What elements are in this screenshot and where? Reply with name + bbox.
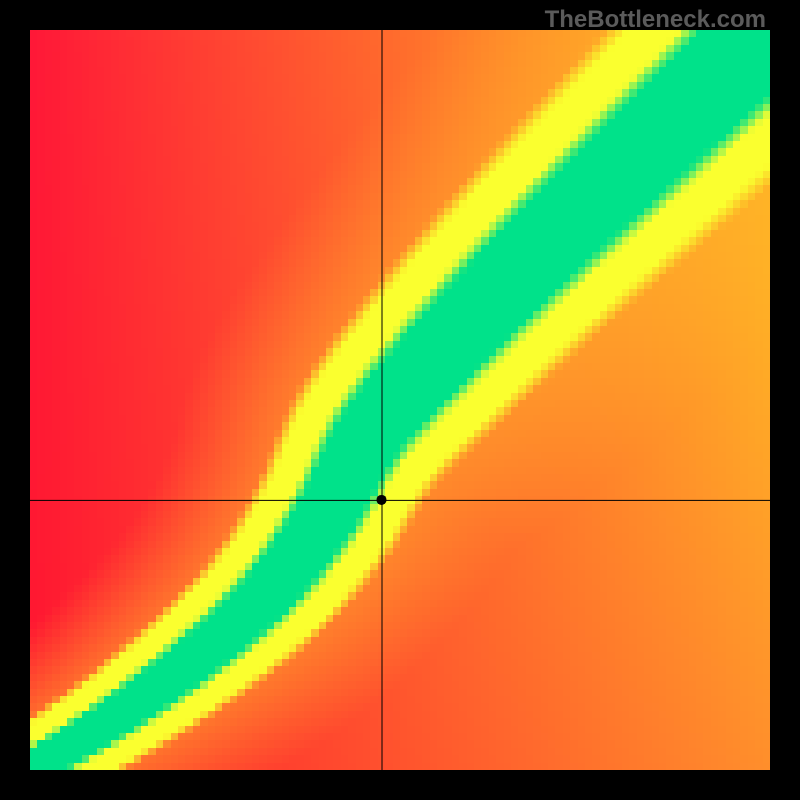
- heatmap-canvas: [0, 0, 800, 800]
- watermark-text: TheBottleneck.com: [545, 6, 766, 34]
